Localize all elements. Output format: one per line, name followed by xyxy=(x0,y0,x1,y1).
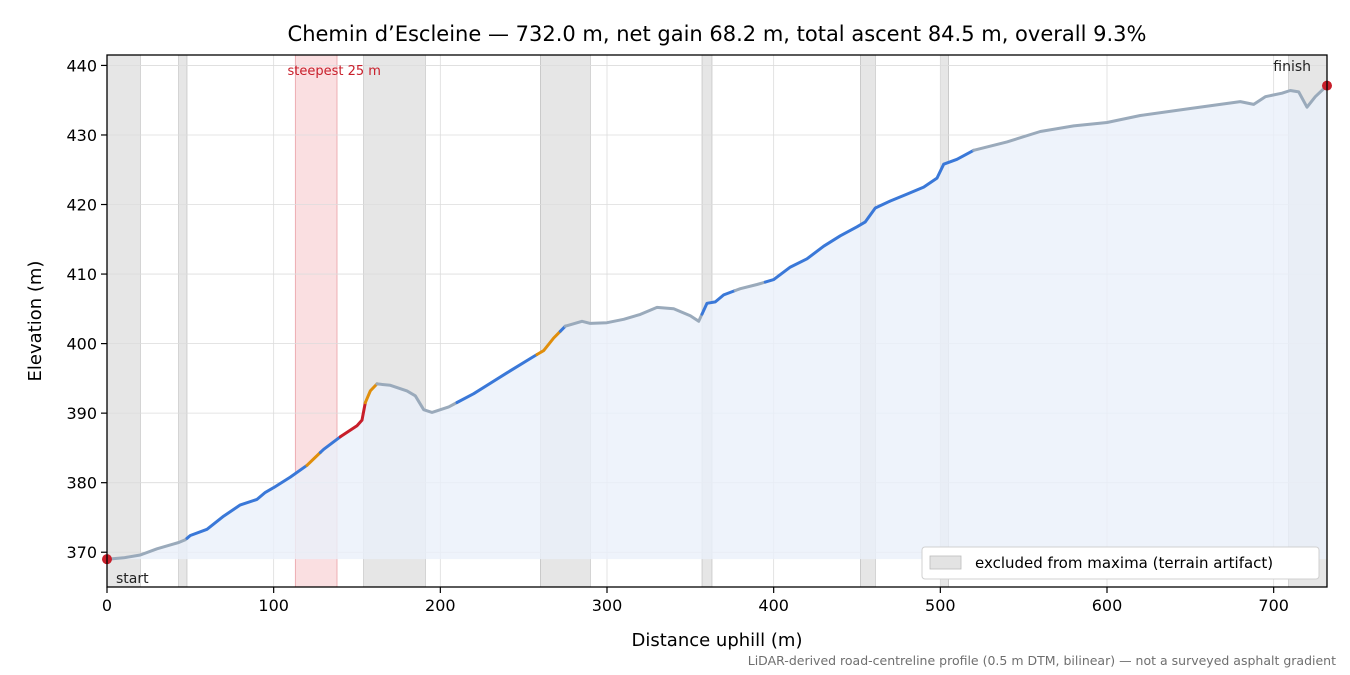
y-axis-ticks: 370 380 390 400 410 420 430 440 xyxy=(66,56,107,562)
steepest-annotation: steepest 25 m xyxy=(287,64,380,79)
x-tick-label: 400 xyxy=(758,596,789,615)
profile-segment-orange xyxy=(305,451,322,467)
profile-segment-gray xyxy=(105,536,189,561)
x-tick-label: 200 xyxy=(425,596,456,615)
y-tick-label: 370 xyxy=(66,543,97,562)
legend-swatch-excluded xyxy=(929,555,962,570)
y-tick-label: 430 xyxy=(66,126,97,145)
legend: excluded from maxima (terrain artifact) xyxy=(921,546,1320,580)
y-tick-label: 400 xyxy=(66,335,97,354)
profile-segment-blue xyxy=(700,289,737,316)
x-tick-label: 500 xyxy=(925,596,956,615)
profile-segment-gray xyxy=(563,305,704,328)
x-tick-label: 600 xyxy=(1092,596,1123,615)
start-annotation: start xyxy=(116,571,149,587)
legend-entry-excluded: excluded from maxima (terrain artifact) xyxy=(975,554,1273,572)
footnote: LiDAR-derived road-centreline profile (0… xyxy=(748,653,1336,668)
y-axis-label: Elevation (m) xyxy=(25,261,46,382)
excluded-band xyxy=(106,54,141,588)
y-tick-label: 410 xyxy=(66,265,97,284)
x-axis-ticks: 0 100 200 300 400 500 600 700 xyxy=(102,587,1289,615)
legend-box xyxy=(921,546,1320,580)
profile-segment-gray xyxy=(972,84,1329,152)
y-tick-label: 440 xyxy=(66,56,97,75)
profile-segment-red xyxy=(338,401,367,439)
profile-segment-orange xyxy=(363,382,379,405)
profile-segment-blue xyxy=(455,353,539,404)
profile-area xyxy=(107,85,1327,560)
chart-title: Chemin d’Escleine — 732.0 m, net gain 68… xyxy=(288,22,1147,46)
profile-segment-gray xyxy=(375,382,459,414)
y-tick-label: 390 xyxy=(66,404,97,423)
finish-annotation: finish xyxy=(1273,59,1311,75)
profile-segment-blue xyxy=(185,463,309,540)
plot-frame xyxy=(106,54,1328,588)
x-axis-label: Distance uphill (m) xyxy=(632,630,803,651)
x-tick-label: 300 xyxy=(592,596,623,615)
y-tick-label: 380 xyxy=(66,474,97,493)
profile-segment-orange xyxy=(535,329,562,356)
profile-fill xyxy=(107,85,1327,560)
profile-segment-blue xyxy=(763,148,976,284)
y-tick-label: 420 xyxy=(66,196,97,215)
profile-segment-gray xyxy=(733,280,767,292)
x-tick-label: 700 xyxy=(1258,596,1289,615)
profile-segment-blue xyxy=(318,435,342,454)
profile-line xyxy=(105,84,1329,561)
x-tick-label: 0 xyxy=(102,596,112,615)
x-tick-label: 100 xyxy=(258,596,289,615)
